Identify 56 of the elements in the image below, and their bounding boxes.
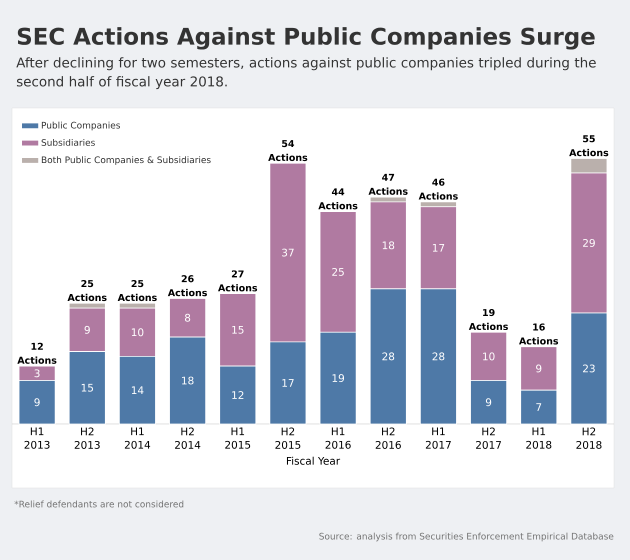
data-label: 15	[82, 384, 93, 392]
data-label: 3	[34, 369, 40, 378]
x-tick-label: H2 2017	[476, 428, 501, 449]
data-label: 9	[486, 398, 492, 406]
x-tick-label: H1 2014	[124, 428, 150, 449]
data-label: 9	[34, 398, 40, 406]
data-label: 28	[432, 352, 444, 360]
total-label: 16 Actions	[519, 323, 558, 345]
total-label: 54 Actions	[268, 140, 308, 162]
total-label: 44 Actions	[318, 188, 358, 210]
data-label: 25	[332, 268, 344, 276]
total-label: 25 Actions	[118, 280, 157, 302]
x-tick-label: H2 2013	[74, 428, 100, 449]
data-label: 10	[483, 352, 495, 360]
data-label: 9	[84, 326, 90, 334]
data-label: 8	[184, 314, 190, 322]
total-label: 47 Actions	[368, 174, 408, 195]
data-label: 14	[132, 386, 144, 394]
data-label: 18	[182, 376, 194, 384]
data-label: 28	[382, 352, 394, 360]
data-label: 18	[382, 241, 394, 250]
data-label: 17	[282, 379, 294, 387]
x-tick-label: H2 2016	[376, 428, 401, 449]
legend-label: Both Public Companies & Subsidiaries	[42, 156, 211, 165]
x-tick-label: H1 2018	[526, 428, 552, 449]
legend-label: Subsidiaries	[42, 138, 95, 146]
x-tick-label: H2 2015	[275, 428, 300, 449]
data-label: 29	[583, 238, 595, 247]
chart-subtitle: After declining for two semesters, actions against public companies tripled during the second half of fiscal year 2018.	[16, 57, 596, 90]
x-tick-label: H1 2015	[225, 428, 250, 449]
data-label: 9	[536, 364, 542, 372]
total-label: 26 Actions	[168, 275, 207, 296]
data-label: 19	[332, 374, 344, 382]
source-note: Source: analysis from Securities Enforcement Empirical Database	[319, 532, 614, 542]
total-label: 27 Actions	[218, 270, 258, 292]
x-tick-label: H2 2014	[175, 428, 200, 449]
x-axis-title: Fiscal Year	[286, 456, 340, 465]
data-label: 15	[232, 326, 244, 334]
data-label: 17	[432, 244, 444, 252]
chart-title: SEC Actions Against Public Companies Surge	[18, 27, 595, 50]
total-label: 55 Actions	[569, 135, 608, 156]
total-label: 46 Actions	[418, 178, 458, 200]
x-tick-label: H1 2017	[426, 428, 451, 449]
data-label: 10	[132, 328, 144, 336]
text: *Relief defendants are not considered	[14, 500, 184, 508]
data-label: 7	[536, 403, 542, 411]
data-label: 12	[232, 391, 244, 399]
data-label: 23	[583, 364, 595, 372]
x-tick-label: H1 2016	[326, 428, 351, 449]
x-tick-label: H2 2018	[576, 428, 602, 449]
total-label: 19 Actions	[468, 308, 508, 330]
total-label: 25 Actions	[68, 280, 107, 302]
x-tick-label: H1 2013	[24, 428, 50, 449]
legend-label: Public Companies	[42, 122, 120, 130]
data-label: 37	[282, 248, 294, 257]
total-label: 12 Actions	[17, 342, 56, 364]
